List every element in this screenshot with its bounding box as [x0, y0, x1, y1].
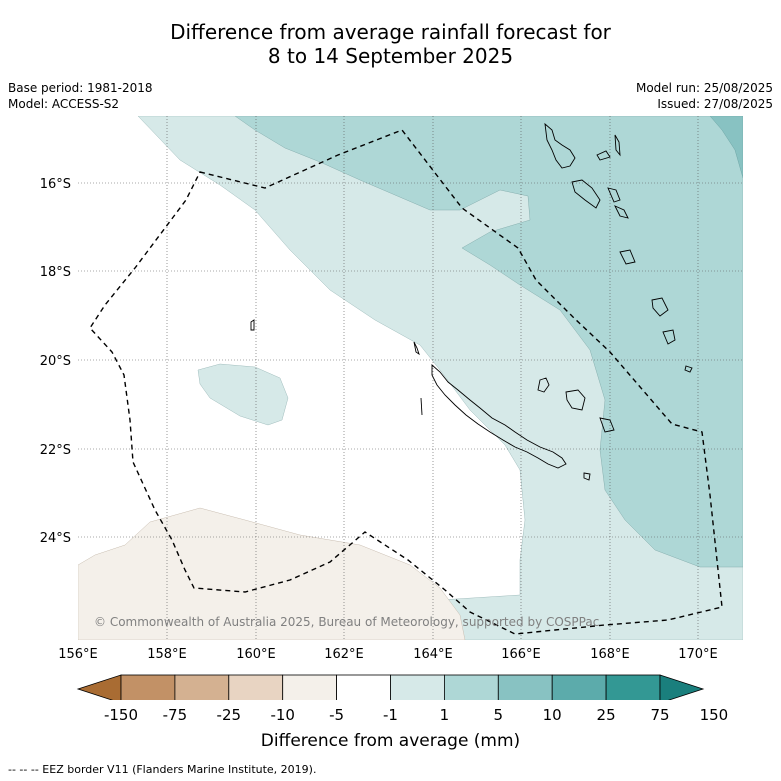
- rain-band-5-10: [234, 116, 743, 568]
- lon-label: 158°E: [147, 647, 187, 662]
- colorbar-tick-label: 5: [493, 706, 504, 724]
- model-name: Model: ACCESS-S2: [8, 97, 120, 111]
- colorbar-box: [551, 674, 607, 700]
- vanuatu-coast: [544, 122, 576, 169]
- colorbar-title: Difference from average (mm): [260, 731, 521, 751]
- colorbar-tick-label: -25: [216, 706, 242, 724]
- model-run: Model run: 25/08/2025: [635, 81, 773, 95]
- colorbar-box: [174, 674, 230, 700]
- meta-right: Model run: 25/08/2025 Issued: 27/08/2025: [636, 80, 773, 112]
- new-caledonia-coast: [431, 364, 567, 469]
- colorbar-box: [336, 674, 391, 700]
- lon-label: 166°E: [501, 647, 541, 662]
- colorbar-tick-label: 150: [699, 706, 729, 724]
- base-period: Base period: 1981-2018: [8, 81, 153, 95]
- lon-labels: 156°E 158°E 160°E 162°E 164°E 166°E 168°…: [58, 647, 718, 662]
- colorbar-extend-low: [76, 674, 122, 700]
- colorbar-box: [390, 674, 445, 700]
- lat-label: 22°S: [40, 443, 71, 458]
- title-line-1: Difference from average rainfall forecas…: [170, 20, 611, 44]
- lon-label: 170°E: [678, 647, 718, 662]
- lat-label: 16°S: [40, 177, 71, 192]
- copyright-text: © Commonwealth of Australia 2025, Bureau…: [94, 615, 599, 629]
- title-line-2: 8 to 14 September 2025: [267, 44, 514, 68]
- colorbar-tick-label: -10: [270, 706, 295, 724]
- lat-label: 18°S: [40, 265, 71, 280]
- colorbar-tick-label: 10: [542, 706, 562, 724]
- rain-patch-1-5: [197, 363, 289, 426]
- coastlines: [250, 122, 693, 481]
- colorbar-tick-label: -75: [162, 706, 188, 724]
- rain-band-neg-1-5: [78, 507, 466, 640]
- meta-left: Base period: 1981-2018 Model: ACCESS-S2: [8, 80, 153, 112]
- lon-label: 160°E: [236, 647, 276, 662]
- lat-label: 20°S: [40, 354, 71, 369]
- colorbar: [76, 674, 705, 700]
- lat-labels: 16°S 18°S 20°S 22°S 24°S: [40, 177, 71, 546]
- colorbar-tick-label: -1: [383, 706, 398, 724]
- colorbar-tick-label: -5: [329, 706, 345, 724]
- map: © Commonwealth of Australia 2025, Bureau…: [40, 116, 743, 700]
- lon-label: 156°E: [58, 647, 98, 662]
- colorbar-box: [282, 674, 338, 700]
- colorbar-tick-label: 1: [439, 706, 450, 724]
- issued-date: Issued: 27/08/2025: [657, 97, 773, 111]
- chart-title: Difference from average rainfall forecas…: [0, 20, 781, 68]
- lon-label: 162°E: [324, 647, 364, 662]
- map-fill: [78, 116, 743, 640]
- colorbar-box: [228, 674, 284, 700]
- rain-band-10-25: [709, 116, 743, 179]
- lat-label: 24°S: [40, 531, 71, 546]
- colorbar-box: [497, 674, 553, 700]
- colorbar-box: [120, 674, 176, 700]
- eez-legend-note: -- -- -- EEZ border V11 (Flanders Marine…: [8, 763, 317, 776]
- colorbar-extend-high: [659, 674, 705, 700]
- colorbar-box: [605, 674, 661, 700]
- lon-label: 168°E: [590, 647, 630, 662]
- lon-label: 164°E: [413, 647, 453, 662]
- colorbar-tick-label: 25: [596, 706, 616, 724]
- colorbar-tick-label: 75: [650, 706, 670, 724]
- colorbar-box: [443, 674, 499, 700]
- colorbar-tick-label: -150: [103, 706, 139, 724]
